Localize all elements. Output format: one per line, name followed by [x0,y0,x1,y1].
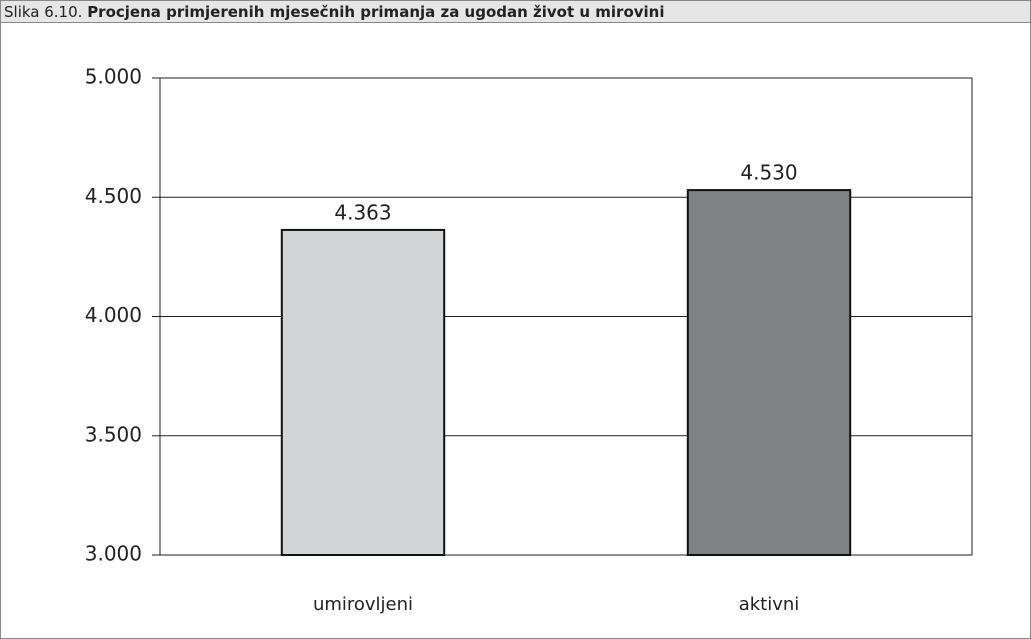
plot-area [159,77,973,556]
y-tick-label: 4.000 [85,303,142,327]
value-label: 4.530 [740,161,797,185]
figure-heading: Slika 6.10. Procjena primjerenih mjesečn… [4,3,665,21]
chart-title: Procjena primjerenih mjesečnih primanja … [87,3,664,21]
y-tick-label: 3.000 [85,542,142,566]
bar [280,228,446,556]
y-tick-label: 3.500 [85,422,142,446]
x-tick-label: aktivni [739,594,800,615]
value-label: 4.363 [334,200,391,224]
bar [686,189,852,556]
x-tick-label: umirovljeni [313,594,413,615]
y-tick-label: 4.500 [85,184,142,208]
figure-label: Slika 6.10. [4,3,82,21]
y-tick-label: 5.000 [85,65,142,89]
